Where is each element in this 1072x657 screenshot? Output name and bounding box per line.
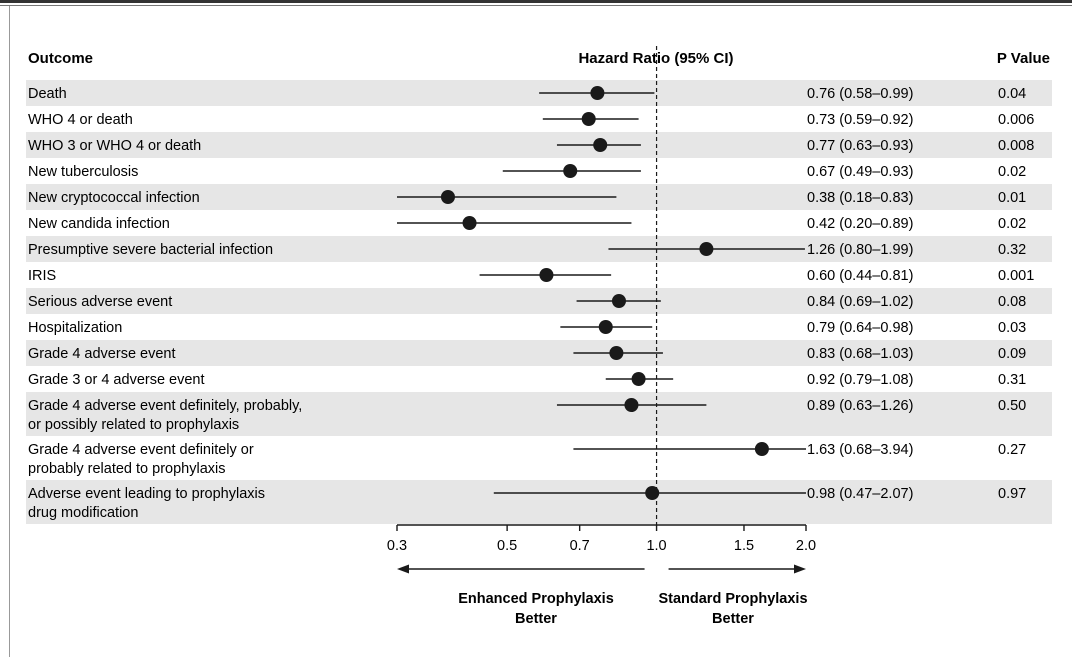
hr-point (755, 442, 769, 456)
ci-text: 0.42 (0.20–0.89) (807, 216, 913, 232)
row-label: New cryptococcal infection (28, 190, 200, 206)
p-value-text: 0.008 (998, 138, 1034, 154)
forest-row: WHO 4 or death 0.73 (0.59–0.92) 0.006 (28, 112, 1034, 128)
hr-point (563, 164, 577, 178)
row-label: Grade 4 adverse event definitely or (28, 442, 254, 458)
hr-point (699, 242, 713, 256)
row-label: New candida infection (28, 216, 170, 232)
x-tick-label: 2.0 (796, 538, 816, 554)
ci-text: 1.63 (0.68–3.94) (807, 442, 913, 458)
left-direction-label: Better (515, 611, 557, 627)
ci-text: 0.98 (0.47–2.07) (807, 486, 913, 502)
p-value-text: 0.32 (998, 242, 1026, 258)
p-value-text: 0.03 (998, 320, 1026, 336)
hr-point (632, 372, 646, 386)
p-value-text: 0.50 (998, 398, 1026, 414)
p-value-text: 0.02 (998, 164, 1026, 180)
x-tick-label: 0.5 (497, 538, 517, 554)
hr-point (599, 320, 613, 334)
hr-point (539, 268, 553, 282)
ci-text: 1.26 (0.80–1.99) (807, 242, 913, 258)
forest-row: New tuberculosis 0.67 (0.49–0.93) 0.02 (28, 164, 1026, 180)
ci-text: 0.76 (0.58–0.99) (807, 86, 913, 102)
row-label: Serious adverse event (28, 294, 172, 310)
p-value-text: 0.01 (998, 190, 1026, 206)
row-label: probably related to prophylaxis (28, 461, 225, 477)
forest-row: Hospitalization 0.79 (0.64–0.98) 0.03 (28, 320, 1026, 336)
hr-point (612, 294, 626, 308)
right-direction-label: Standard Prophylaxis (658, 591, 807, 607)
row-label: Hospitalization (28, 320, 122, 336)
ci-text: 0.73 (0.59–0.92) (807, 112, 913, 128)
p-value-text: 0.04 (998, 86, 1026, 102)
ci-text: 0.67 (0.49–0.93) (807, 164, 913, 180)
hr-point (624, 398, 638, 412)
p-value-text: 0.001 (998, 268, 1034, 284)
column-headers: Outcome Hazard Ratio (95% CI) P Value (28, 50, 1050, 67)
left-direction-label: Enhanced Prophylaxis (458, 591, 614, 607)
forest-row: New candida infection 0.42 (0.20–0.89) 0.0… (28, 216, 1026, 232)
ci-text: 0.38 (0.18–0.83) (807, 190, 913, 206)
p-value-text: 0.31 (998, 372, 1026, 388)
row-label: Grade 4 adverse event (28, 346, 176, 362)
p-value-header: P Value (997, 50, 1050, 67)
right-arrow-head (794, 565, 806, 574)
outcome-header: Outcome (28, 50, 93, 67)
forest-row: Grade 4 adverse event definitely or prob… (28, 442, 1026, 477)
p-value-text: 0.02 (998, 216, 1026, 232)
row-label: drug modification (28, 505, 138, 521)
row-label: New tuberculosis (28, 164, 138, 180)
hr-point (582, 112, 596, 126)
x-tick-label: 1.0 (646, 538, 666, 554)
forest-row: Grade 3 or 4 adverse event 0.92 (0.79–1.0… (28, 372, 1026, 388)
x-tick-label: 1.5 (734, 538, 754, 554)
hr-point (441, 190, 455, 204)
ci-text: 0.83 (0.68–1.03) (807, 346, 913, 362)
hr-point (593, 138, 607, 152)
ci-text: 0.79 (0.64–0.98) (807, 320, 913, 336)
hr-point (609, 346, 623, 360)
p-value-text: 0.27 (998, 442, 1026, 458)
row-label: Presumptive severe bacterial infection (28, 242, 273, 258)
left-arrow-head (397, 565, 409, 574)
p-value-text: 0.09 (998, 346, 1026, 362)
right-direction-label: Better (712, 611, 754, 627)
direction-arrows: Enhanced Prophylaxis Better Standard Proph… (397, 565, 808, 628)
row-label: Grade 4 adverse event definitely, probab… (28, 398, 302, 414)
hr-point (463, 216, 477, 230)
x-tick-label: 0.7 (570, 538, 590, 554)
row-label: WHO 3 or WHO 4 or death (28, 138, 201, 154)
p-value-text: 0.97 (998, 486, 1026, 502)
x-axis: 0.3 0.5 0.7 1.0 1.5 2.0 (387, 525, 816, 554)
forest-row: IRIS 0.60 (0.44–0.81) 0.001 (28, 268, 1034, 284)
ci-text: 0.77 (0.63–0.93) (807, 138, 913, 154)
ci-text: 0.92 (0.79–1.08) (807, 372, 913, 388)
hazard-ratio-header: Hazard Ratio (95% CI) (578, 50, 733, 67)
x-tick-label: 0.3 (387, 538, 407, 554)
p-value-text: 0.006 (998, 112, 1034, 128)
row-label: IRIS (28, 268, 56, 284)
hr-point (590, 86, 604, 100)
row-label: WHO 4 or death (28, 112, 133, 128)
hr-point (645, 486, 659, 500)
ci-text: 0.84 (0.69–1.02) (807, 294, 913, 310)
row-label: Grade 3 or 4 adverse event (28, 372, 205, 388)
row-label: or possibly related to prophylaxis (28, 417, 239, 433)
p-value-text: 0.08 (998, 294, 1026, 310)
row-label: Adverse event leading to prophylaxis (28, 486, 265, 502)
row-label: Death (28, 86, 67, 102)
ci-text: 0.60 (0.44–0.81) (807, 268, 913, 284)
ci-text: 0.89 (0.63–1.26) (807, 398, 913, 414)
